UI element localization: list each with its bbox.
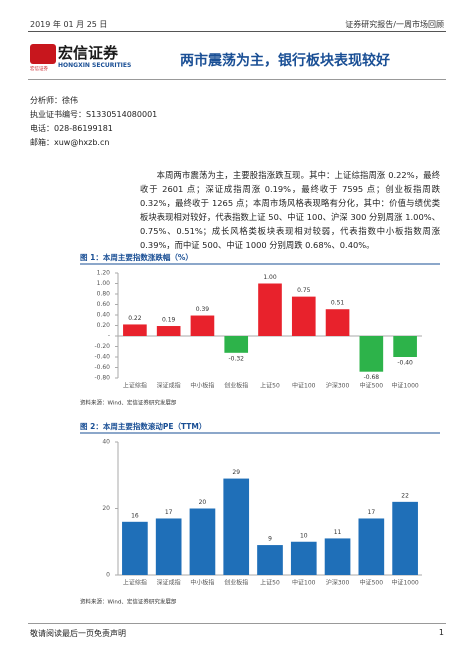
analyst: 分析师：徐伟: [30, 96, 78, 105]
y-tick-label: 0.20: [97, 322, 111, 329]
value-label: 1.00: [263, 274, 277, 281]
x-tick-label: 中证500: [360, 382, 384, 390]
value-label: 29: [232, 469, 240, 476]
bar: [392, 501, 418, 575]
figure-title: 图 2：本周主要指数滚动PE（TTM）: [80, 421, 206, 431]
bar: [358, 518, 385, 575]
value-label: 0.19: [162, 317, 176, 324]
title-rule: [28, 79, 446, 80]
logo-icon: [30, 44, 56, 64]
x-tick-label: 上证综指: [123, 579, 147, 587]
header-rule: [28, 31, 446, 32]
y-tick-label: 1.20: [97, 270, 111, 277]
value-label: 0.22: [128, 315, 142, 322]
bar: [189, 508, 216, 575]
y-tick-label: -0.20: [94, 343, 110, 350]
y-tick-label: 0.80: [97, 291, 111, 298]
value-label: 0.75: [297, 287, 311, 294]
report-title: 两市震荡为主，银行板块表现较好: [180, 53, 390, 69]
y-tick-label: 0.60: [97, 301, 111, 308]
x-tick-label: 上证50: [260, 382, 280, 390]
figure-source: 资料来源：Wind、宏信证券研究发展部: [80, 399, 177, 407]
y-tick-label: -0.40: [94, 354, 110, 361]
x-tick-label: 沪深300: [326, 579, 350, 587]
x-tick-label: 中证100: [292, 382, 316, 390]
x-tick-label: 中小板指: [190, 382, 214, 390]
bar: [325, 309, 350, 336]
y-tick-label: -: [108, 333, 110, 340]
value-label: 17: [165, 509, 173, 516]
x-tick-label: 中证1000: [391, 579, 418, 587]
y-tick-label: 20: [102, 505, 110, 512]
phone: 电话：028-86199181: [30, 124, 113, 133]
bar: [190, 315, 215, 336]
disclaimer: 敬请阅读最后一页免责声明: [30, 629, 126, 638]
figure-title: 图 1：本周主要指数涨跌幅（%）: [80, 252, 193, 262]
bar: [359, 336, 384, 372]
bar: [324, 538, 351, 575]
bar: [258, 283, 282, 336]
x-tick-label: 深证成指: [157, 382, 181, 390]
y-tick-label: -0.80: [94, 375, 110, 382]
y-tick-label: 0: [106, 572, 110, 579]
x-tick-label: 中小板指: [190, 579, 214, 587]
y-tick-label: 0.40: [97, 312, 111, 319]
value-label: 16: [131, 512, 139, 519]
x-tick-label: 上证综指: [123, 382, 147, 390]
logo-english: HONGXIN SECURITIES: [58, 62, 132, 69]
x-tick-label: 中证100: [292, 579, 316, 587]
license: 执业证书编号：S1330514080001: [30, 110, 158, 119]
bar: [156, 326, 181, 336]
x-tick-label: 中证500: [360, 579, 384, 587]
bar: [291, 296, 316, 336]
bar: [223, 478, 250, 575]
value-label: 0.51: [331, 300, 345, 307]
y-tick-label: 40: [102, 439, 110, 446]
bar: [224, 336, 249, 353]
bar: [123, 324, 147, 336]
value-label: 17: [368, 509, 376, 516]
value-label: 20: [199, 499, 207, 506]
x-tick-label: 中证1000: [391, 382, 418, 390]
figure-source: 资料来源：Wind、宏信证券研究发展部: [80, 598, 177, 606]
page-number: 1: [438, 628, 444, 637]
value-label: 0.39: [196, 306, 210, 313]
x-tick-label: 上证50: [260, 579, 280, 587]
logo-name: 宏信证券: [58, 44, 119, 62]
x-tick-label: 创业板指: [224, 579, 248, 587]
body-text: 本周两市震荡为主，主要股指涨跌互现。其中：上证综指周涨 0.22%，最终收于 2…: [140, 170, 440, 250]
y-tick-label: 1.00: [97, 280, 111, 287]
bar: [290, 541, 317, 575]
bar: [393, 336, 417, 357]
value-label: -0.40: [397, 360, 413, 367]
value-label: 10: [300, 532, 308, 539]
x-tick-label: 创业板指: [224, 382, 248, 390]
y-tick-label: -0.60: [94, 364, 110, 371]
report-category: 证券研究报告/一周市场回顾: [345, 20, 444, 29]
bar: [122, 521, 148, 575]
date: 2019 年 01 月 25 日: [30, 20, 108, 29]
footer-rule: [28, 623, 446, 624]
logo-small: 宏信证券: [30, 67, 48, 72]
value-label: 11: [334, 529, 342, 536]
x-tick-label: 深证成指: [157, 579, 181, 587]
value-label: -0.32: [228, 355, 244, 362]
value-label: -0.68: [364, 374, 380, 381]
x-tick-label: 沪深300: [326, 382, 350, 390]
email: 邮箱：xuw@hxzb.cn: [30, 138, 110, 147]
value-label: 22: [401, 492, 409, 499]
value-label: 9: [268, 536, 272, 543]
bar: [257, 545, 283, 575]
bar: [155, 518, 182, 575]
